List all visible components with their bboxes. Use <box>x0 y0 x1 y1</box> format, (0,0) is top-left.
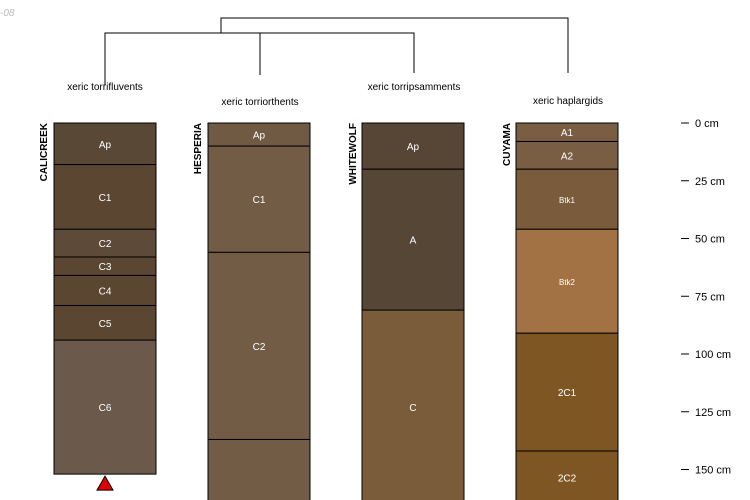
horizon-block <box>515 450 619 500</box>
horizon-label: A1 <box>561 128 574 139</box>
horizon-block <box>53 228 157 258</box>
horizon-block <box>361 309 465 500</box>
soil-profile: Ap C1 C2 <box>207 122 311 500</box>
horizon-block <box>361 122 465 170</box>
horizon-label: Btk2 <box>559 278 576 287</box>
tree-branch-mid <box>259 32 415 75</box>
taxon-label: xeric torriorthents <box>221 97 298 108</box>
depth-tick-label: 25 cm <box>695 176 725 188</box>
horizon-label: C2 <box>253 342 266 353</box>
horizon-label: 2C1 <box>558 388 577 399</box>
taxon-label: xeric torripsamments <box>368 82 461 93</box>
profile-name: WHITEWOLF <box>348 123 359 185</box>
horizon-block <box>207 251 311 440</box>
horizon-label: C1 <box>253 195 266 206</box>
profile-name: CUYAMA <box>502 123 513 166</box>
soil-profile: A1 A2 Btk1 Btk2 2C1 2C2 <box>515 122 619 500</box>
stamp-text: -08 <box>0 8 15 19</box>
horizon-label: 2C2 <box>558 474 577 485</box>
horizon-block <box>53 339 157 475</box>
dendrogram <box>104 17 569 85</box>
taxon-label: xeric torrifluvents <box>67 82 143 93</box>
depth-tick-label: 100 cm <box>695 349 731 361</box>
profiles-layer: Ap C1 C2 C3 C4 C5 C6 Ap C1 C2 Ap A C A1 A2 Btk1 Btk2 2C1 2… <box>53 122 619 500</box>
horizon-label: A2 <box>561 151 574 162</box>
horizon-block <box>207 438 311 500</box>
horizon-block <box>361 168 465 311</box>
depth-axis: 0 cm 25 cm 50 cm 75 cm 100 cm 125 cm 150 cm <box>681 118 731 477</box>
horizon-label: C5 <box>99 319 112 330</box>
horizon-label: C4 <box>99 286 112 297</box>
soil-profile: Ap C1 C2 C3 C4 C5 C6 <box>53 122 157 491</box>
tree-branch-root <box>220 17 569 73</box>
horizon-block <box>515 168 619 230</box>
horizon-label: C <box>409 403 416 414</box>
depth-tick-label: 125 cm <box>695 407 731 419</box>
soil-profile: Ap A C <box>361 122 465 500</box>
horizon-label: Btk1 <box>559 196 576 205</box>
horizon-block <box>53 304 157 341</box>
horizon-block <box>515 332 619 452</box>
horizon-block <box>515 140 619 170</box>
horizon-label: Ap <box>99 140 112 151</box>
horizon-block <box>53 164 157 230</box>
horizon-label: Ap <box>407 142 420 153</box>
horizon-label: Ap <box>253 131 266 142</box>
taxon-label: xeric haplargids <box>533 96 603 107</box>
depth-tick-label: 150 cm <box>695 465 731 477</box>
horizon-label: C3 <box>99 262 112 273</box>
horizon-label: A <box>410 236 417 247</box>
profile-name: HESPERIA <box>193 123 204 174</box>
horizon-label: C2 <box>99 239 112 250</box>
horizon-label: C1 <box>99 193 112 204</box>
profile-name: CALICREEK <box>39 122 50 181</box>
depth-tick-label: 0 cm <box>695 118 719 130</box>
depth-tick-label: 75 cm <box>695 291 725 303</box>
horizon-block <box>53 274 157 306</box>
truncation-marker <box>96 475 114 491</box>
depth-tick-label: 50 cm <box>695 234 725 246</box>
horizon-block <box>515 228 619 334</box>
tree-branch-left <box>104 32 336 85</box>
horizon-label: C6 <box>99 403 112 414</box>
